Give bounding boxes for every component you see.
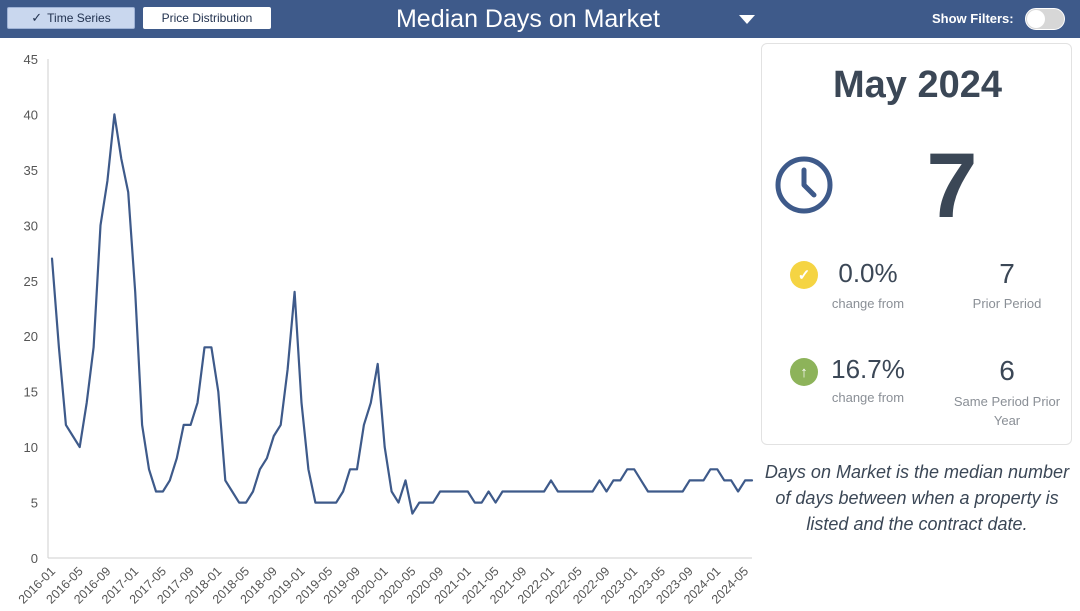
tab-time-series[interactable]: ✓ Time Series bbox=[7, 7, 135, 29]
metric-definition: Days on Market is the median number of d… bbox=[764, 462, 1070, 534]
prior-period-caption: Prior Period bbox=[972, 296, 1042, 311]
prior-period-change-label: change from bbox=[831, 296, 905, 311]
page-title: Median Days on Market bbox=[395, 5, 660, 33]
y-tick-label: 5 bbox=[31, 496, 38, 511]
tab-time-series-label: Time Series bbox=[47, 11, 111, 25]
prior-year-caption-line2: Year bbox=[993, 413, 1021, 428]
y-tick-label: 35 bbox=[24, 163, 38, 178]
prior-year-caption: Same Period Prior Year bbox=[937, 392, 1077, 430]
prior-period-change: 0.0% bbox=[838, 258, 898, 288]
clock-icon bbox=[775, 156, 833, 214]
caret-down-icon[interactable] bbox=[739, 15, 755, 24]
prior-year-change-label: change from bbox=[831, 390, 905, 405]
y-tick-label: 15 bbox=[24, 385, 38, 400]
x-axis: 2016-012016-052016-092017-012017-052017-… bbox=[16, 557, 752, 607]
arrow-up-circle-icon: ↑ bbox=[790, 358, 818, 386]
line-chart: 0 5 10 15 20 25 30 35 40 45 2016-012016-052016-09… bbox=[16, 52, 754, 607]
card-period: May 2024 bbox=[832, 64, 1002, 106]
series-line bbox=[50, 113, 754, 515]
y-tick-label: 25 bbox=[24, 274, 38, 289]
check-icon: ✓ bbox=[31, 10, 43, 25]
tab-price-distribution-label: Price Distribution bbox=[161, 11, 253, 25]
y-tick-label: 45 bbox=[24, 52, 38, 67]
card-value: 7 bbox=[926, 135, 978, 237]
y-tick-label: 30 bbox=[24, 218, 38, 233]
prior-year-value: 6 bbox=[999, 355, 1015, 386]
show-filters-label: Show Filters: bbox=[932, 11, 1014, 26]
header-bar: ✓ Time Series Price Distribution Median … bbox=[0, 0, 1080, 38]
metric-selector[interactable]: Median Days on Market bbox=[330, 0, 760, 38]
check-circle-icon: ✓ bbox=[790, 261, 818, 289]
y-tick-label: 20 bbox=[24, 329, 38, 344]
y-tick-label: 40 bbox=[24, 107, 38, 122]
prior-period-value: 7 bbox=[999, 258, 1015, 289]
y-tick-label: 10 bbox=[24, 440, 38, 455]
prior-year-change: 16.7% bbox=[831, 354, 905, 384]
summary-card: May 2024 7 ✓ 0.0% change from 7 Prior Pe… bbox=[761, 43, 1072, 445]
y-tick-label: 0 bbox=[31, 551, 38, 566]
prior-year-caption-line1: Same Period Prior bbox=[953, 394, 1061, 409]
show-filters-toggle[interactable] bbox=[1025, 8, 1065, 30]
toggle-knob bbox=[1027, 10, 1045, 28]
tab-price-distribution[interactable]: Price Distribution bbox=[143, 7, 271, 29]
y-axis: 0 5 10 15 20 25 30 35 40 45 bbox=[24, 52, 49, 566]
